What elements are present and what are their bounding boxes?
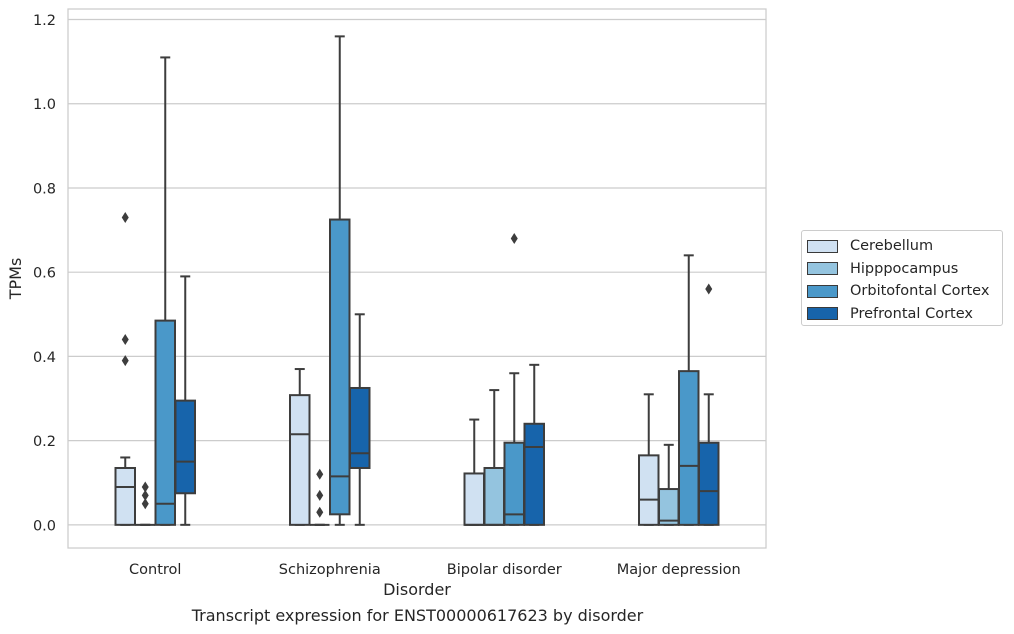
- y-tick-labels: 0.0 0.2 0.4 0.6 0.8 1.0 1.2: [33, 13, 56, 534]
- legend: Cerebellum Hipppocampus Orbitofontal Cor…: [801, 230, 1003, 326]
- legend-swatch-orbitofrontal-cortex: [807, 284, 838, 298]
- box: [174, 399, 196, 495]
- legend-item-cerebellum: Cerebellum: [807, 235, 1002, 258]
- axes-frame: [67, 8, 767, 549]
- y-tick-label: 0.8: [33, 181, 56, 197]
- legend-label-orbitofrontal-cortex: Orbitofontal Cortex: [850, 283, 990, 300]
- box-group: [329, 35, 351, 526]
- outlier-point: [141, 481, 149, 493]
- box-group: [678, 254, 700, 526]
- box-group: [174, 275, 196, 526]
- legend-item-prefrontal-cortex: Prefrontal Cortex: [807, 303, 1002, 326]
- box: [658, 488, 680, 526]
- box: [463, 472, 485, 526]
- legend-label-cerebellum: Cerebellum: [850, 238, 934, 255]
- outlier-point: [316, 468, 324, 480]
- outlier-point: [705, 283, 713, 295]
- x-tick-labels: Control Schizophrenia Bipolar disorder Majo…: [129, 562, 741, 578]
- x-tick-label: Schizophrenia: [279, 562, 381, 578]
- x-tick-label: Control: [129, 562, 181, 578]
- y-tick-label: 0.6: [33, 266, 56, 282]
- box: [638, 454, 660, 526]
- box-group: [658, 443, 680, 526]
- box: [678, 370, 700, 526]
- outlier-point: [121, 334, 129, 346]
- box: [154, 319, 176, 526]
- box: [483, 466, 505, 526]
- outlier-point: [141, 489, 149, 501]
- box: [503, 441, 525, 526]
- box-group: [503, 232, 525, 526]
- outlier-point: [121, 355, 129, 367]
- chart-caption: Transcript expression for ENST0000061762…: [191, 606, 644, 625]
- legend-item-hippocampus: Hipppocampus: [807, 258, 1002, 281]
- box-group: [463, 418, 485, 526]
- box-group: [154, 56, 176, 526]
- box: [698, 441, 720, 526]
- y-tick-label: 1.0: [33, 97, 56, 113]
- outlier-point: [141, 498, 149, 510]
- box-group: [349, 313, 371, 526]
- box-group: [638, 393, 660, 526]
- box-group: [698, 283, 720, 526]
- outlier-point: [121, 211, 129, 223]
- box: [329, 218, 351, 516]
- x-tick-label: Bipolar disorder: [447, 562, 562, 578]
- legend-label-prefrontal-cortex: Prefrontal Cortex: [850, 305, 973, 322]
- outlier-point: [510, 232, 518, 244]
- y-tick-label: 0.4: [33, 350, 56, 366]
- y-tick-label: 0.2: [33, 434, 56, 450]
- box-group: [289, 368, 311, 526]
- box: [349, 386, 371, 469]
- legend-item-orbitofrontal-cortex: Orbitofontal Cortex: [807, 280, 1002, 303]
- box-group: [310, 468, 330, 526]
- box: [114, 466, 136, 526]
- y-axis-label: TPMs: [6, 258, 25, 301]
- plot-area: [114, 35, 720, 526]
- legend-swatch-cerebellum: [807, 239, 838, 253]
- y-tick-label: 1.2: [33, 13, 56, 29]
- outlier-point: [316, 489, 324, 501]
- box-group: [523, 363, 545, 526]
- outlier-point: [316, 506, 324, 518]
- box: [523, 422, 545, 526]
- box-group: [114, 211, 136, 526]
- box: [289, 394, 311, 526]
- x-axis-label: Disorder: [383, 580, 451, 599]
- legend-label-hippocampus: Hipppocampus: [850, 260, 959, 277]
- box-group: [135, 481, 155, 526]
- box-group: [483, 389, 505, 526]
- legend-swatch-hippocampus: [807, 262, 838, 276]
- x-tick-label: Major depression: [617, 562, 741, 578]
- legend-swatch-prefrontal-cortex: [807, 307, 838, 321]
- y-tick-label: 0.0: [33, 518, 56, 534]
